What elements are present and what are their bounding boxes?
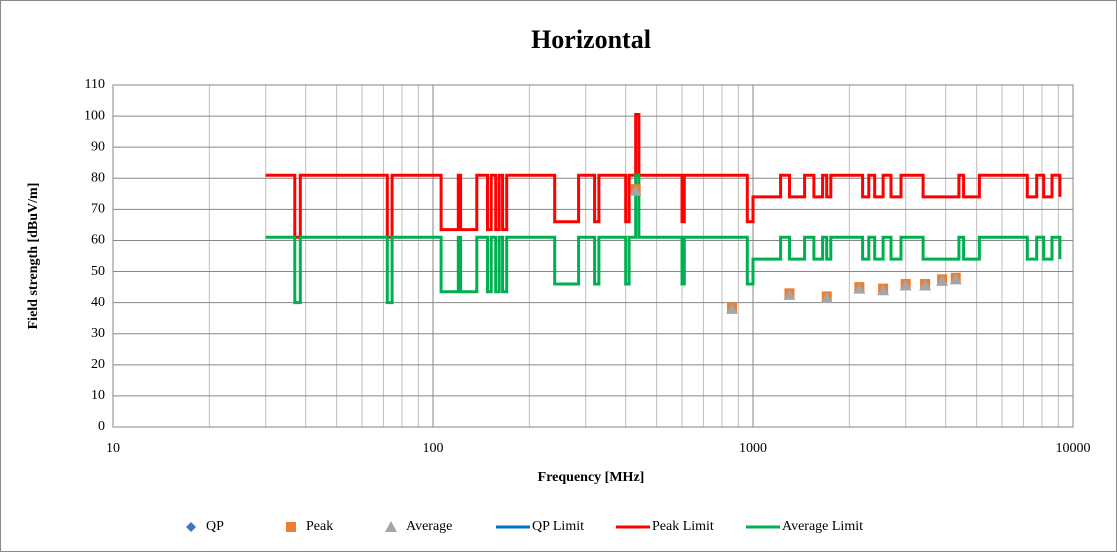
marker	[949, 273, 962, 285]
y-tick-label: 70	[91, 202, 105, 217]
x-tick-label: 100	[423, 441, 444, 456]
x-tick-label: 1000	[739, 441, 767, 456]
plot-area	[112, 84, 1074, 428]
legend-label: QP	[206, 519, 224, 534]
y-tick-label: 20	[91, 357, 105, 372]
marker	[726, 302, 739, 314]
legend-item: QP Limit	[496, 519, 584, 534]
legend-marker	[186, 522, 196, 532]
y-tick-label: 0	[98, 419, 105, 434]
y-tick-label: 60	[91, 233, 105, 248]
chart-title: Horizontal	[531, 25, 651, 54]
limit-line	[265, 113, 1062, 239]
legend-marker	[385, 521, 397, 532]
y-tick-label: 30	[91, 326, 105, 341]
x-tick-label: 10	[106, 441, 120, 456]
marker	[877, 284, 890, 296]
y-axis-label: Field strength [dBuV/m]	[26, 183, 41, 330]
y-tick-label: 110	[85, 77, 105, 92]
legend-item: Peak Limit	[616, 519, 714, 534]
x-axis-label: Frequency [MHz]	[538, 470, 645, 485]
limit-line	[265, 173, 1062, 305]
legend-label: Average	[406, 519, 452, 534]
marker	[919, 279, 932, 291]
marker	[629, 184, 642, 196]
legend-label: Average Limit	[782, 519, 863, 534]
legend-label: Peak Limit	[652, 519, 714, 534]
y-tick-label: 80	[91, 170, 105, 185]
legend-item: Average	[385, 519, 452, 534]
y-tick-label: 90	[91, 139, 105, 154]
legend-label: QP Limit	[532, 519, 584, 534]
marker	[936, 274, 949, 286]
legend-item: Average Limit	[746, 519, 863, 534]
y-tick-label: 100	[84, 108, 105, 123]
marker	[820, 291, 833, 303]
marker	[899, 279, 912, 291]
legend-label: Peak	[306, 519, 333, 534]
legend-marker	[286, 522, 296, 532]
y-tick-label: 40	[91, 295, 105, 310]
legend-item: QP	[186, 519, 224, 534]
marker	[783, 288, 796, 300]
legend-item: Peak	[286, 519, 333, 534]
y-tick-label: 50	[91, 264, 105, 279]
y-tick-label: 10	[91, 388, 105, 403]
marker	[853, 282, 866, 294]
x-tick-label: 10000	[1056, 441, 1091, 456]
